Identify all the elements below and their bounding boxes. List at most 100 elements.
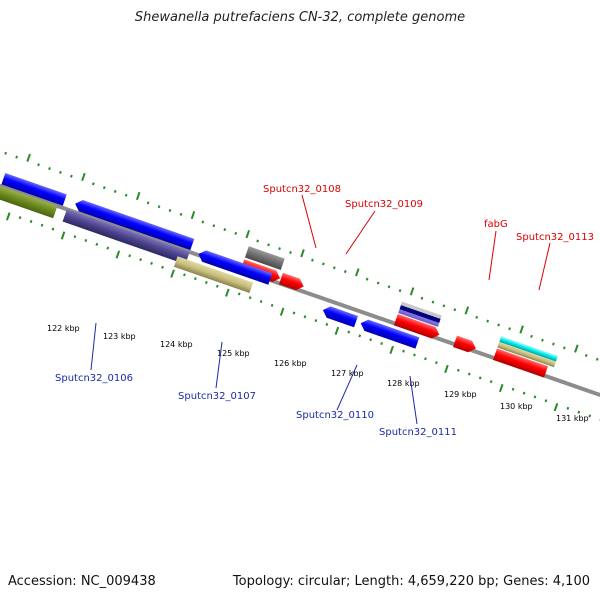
genome-summary-text: Topology: circular; Length: 4,659,220 bp… xyxy=(232,574,590,589)
minor-tick xyxy=(530,334,533,338)
minor-tick xyxy=(489,380,493,384)
gene-feature[interactable] xyxy=(73,198,195,251)
gene-feature[interactable] xyxy=(493,348,549,378)
major-tick xyxy=(135,191,141,201)
gene-feature[interactable] xyxy=(453,335,478,355)
minor-tick xyxy=(325,322,329,326)
gene-feature[interactable] xyxy=(279,272,306,292)
major-tick xyxy=(245,230,251,239)
minor-tick xyxy=(51,227,55,231)
minor-tick xyxy=(322,262,325,266)
major-tick xyxy=(170,269,175,278)
gene-feature[interactable] xyxy=(0,186,58,219)
gene-feature[interactable] xyxy=(1,173,67,206)
minor-tick xyxy=(259,300,263,304)
major-tick xyxy=(464,306,470,315)
gene-feature[interactable] xyxy=(321,304,358,328)
tick-labels: 122 kbp 123 kbp 124 kbp 125 kbp 126 kbp … xyxy=(47,324,589,423)
minor-tick xyxy=(248,296,252,300)
minor-tick xyxy=(146,201,150,205)
minor-tick xyxy=(563,346,566,350)
gene-label-sputcn32-0107[interactable]: Sputcn32_0107 xyxy=(178,391,256,402)
minor-tick xyxy=(59,170,62,174)
gene-label-sputcn32-0108[interactable]: Sputcn32_0108 xyxy=(263,184,341,195)
leader-line xyxy=(538,242,551,291)
map-title: Shewanella putrefaciens CN-32, complete … xyxy=(134,10,466,25)
gene-feature[interactable] xyxy=(398,301,442,327)
upper-tick-track xyxy=(4,151,599,361)
minor-tick xyxy=(402,349,405,353)
major-tick xyxy=(498,383,504,393)
major-tick xyxy=(60,231,66,240)
minor-tick xyxy=(420,296,424,300)
gene-feature[interactable] xyxy=(393,313,441,340)
tick-label: 128 kbp xyxy=(387,379,420,388)
minor-tick xyxy=(343,270,347,274)
minor-tick xyxy=(4,151,8,155)
minor-tick xyxy=(435,361,438,365)
minor-tick xyxy=(194,277,197,281)
minor-tick xyxy=(201,220,205,224)
minor-tick xyxy=(577,410,581,414)
minor-tick xyxy=(358,334,362,338)
minor-tick xyxy=(424,357,427,361)
major-tick xyxy=(115,250,121,259)
leader-line xyxy=(336,364,358,411)
minor-tick xyxy=(314,319,318,323)
gene-feature[interactable] xyxy=(244,246,285,271)
major-tick xyxy=(334,326,340,335)
gene-label-sputcn32-0113[interactable]: Sputcn32_0113 xyxy=(516,232,594,243)
major-tick xyxy=(6,212,11,221)
upper-gene-labels: Sputcn32_0108 Sputcn32_0109 fabG Sputcn3… xyxy=(263,184,594,291)
gene-label-sputcn32-0106[interactable]: Sputcn32_0106 xyxy=(55,373,133,384)
major-tick xyxy=(519,325,524,334)
minor-tick xyxy=(453,308,457,312)
minor-tick xyxy=(595,357,599,361)
major-tick xyxy=(355,268,360,277)
minor-tick xyxy=(212,224,216,228)
major-tick xyxy=(190,210,196,220)
minor-tick xyxy=(369,338,373,342)
tick-label: 125 kbp xyxy=(217,349,250,358)
minor-tick xyxy=(139,258,142,262)
gene-feature[interactable] xyxy=(173,256,254,294)
gene-feature[interactable] xyxy=(196,248,273,285)
minor-tick xyxy=(413,353,416,357)
leader-line xyxy=(345,210,376,255)
minor-tick xyxy=(522,391,526,395)
minor-tick xyxy=(311,258,314,262)
gene-feature[interactable] xyxy=(62,209,190,265)
minor-tick xyxy=(183,273,186,277)
gene-label-sputcn32-0110[interactable]: Sputcn32_0110 xyxy=(296,410,374,421)
minor-tick xyxy=(267,243,270,247)
gene-label-sputcn32-0109[interactable]: Sputcn32_0109 xyxy=(345,199,423,210)
minor-tick xyxy=(431,300,435,304)
minor-tick xyxy=(179,212,183,216)
minor-tick xyxy=(467,372,471,376)
minor-tick xyxy=(552,342,555,346)
minor-tick xyxy=(113,189,117,193)
gene-feature[interactable] xyxy=(359,318,420,349)
major-tick xyxy=(26,153,31,162)
minor-tick xyxy=(168,209,172,213)
minor-tick xyxy=(387,285,391,289)
minor-tick xyxy=(157,205,161,209)
gene-feature[interactable] xyxy=(499,336,558,362)
major-tick xyxy=(409,287,415,296)
minor-tick xyxy=(73,235,77,239)
minor-tick xyxy=(303,315,307,319)
minor-tick xyxy=(204,280,208,284)
minor-tick xyxy=(584,353,588,357)
minor-tick xyxy=(70,174,73,178)
gene-label-sputcn32-0111[interactable]: Sputcn32_0111 xyxy=(379,427,457,438)
minor-tick xyxy=(161,265,164,269)
gene-label-fabg[interactable]: fabG xyxy=(484,219,508,230)
minor-tick xyxy=(442,304,446,308)
lower-gene-labels: Sputcn32_0106 Sputcn32_0107 Sputcn32_011… xyxy=(55,322,457,438)
minor-tick xyxy=(256,239,259,243)
gene-feature[interactable] xyxy=(497,341,556,368)
minor-tick xyxy=(91,182,95,186)
minor-tick xyxy=(497,323,500,327)
minor-tick xyxy=(541,338,544,342)
